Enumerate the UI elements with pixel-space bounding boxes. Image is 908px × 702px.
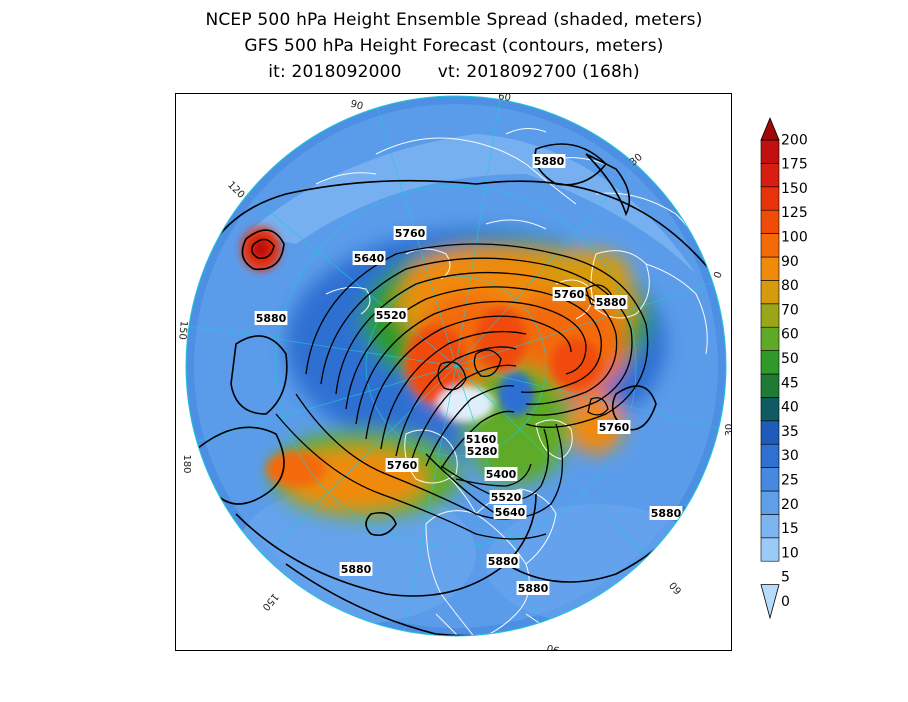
init-time: it: 2018092000 bbox=[268, 62, 402, 82]
contour-label-bg bbox=[484, 467, 518, 481]
colorbar-tick-label: 70 bbox=[781, 302, 799, 318]
colorbar-tick-label: 40 bbox=[781, 400, 799, 416]
colorbar-swatch bbox=[760, 256, 780, 281]
contour-label-bg bbox=[486, 554, 520, 568]
contour-label: 5880 bbox=[651, 507, 682, 520]
colorbar-tick-label: 175 bbox=[781, 157, 808, 173]
contour-label: 5880 bbox=[518, 582, 549, 595]
colorbar-swatch bbox=[760, 209, 780, 234]
contour-label: 5760 bbox=[554, 288, 585, 301]
contour-label: 5760 bbox=[599, 421, 630, 434]
colorbar-swatch bbox=[760, 443, 780, 468]
colorbar-swatch bbox=[760, 350, 780, 375]
contour-label: 5520 bbox=[376, 309, 407, 322]
contour-label: 5640 bbox=[354, 252, 385, 265]
colorbar-tick-label: 50 bbox=[781, 351, 799, 367]
title-line-1: NCEP 500 hPa Height Ensemble Spread (sha… bbox=[205, 10, 703, 30]
longitude-label: 150 bbox=[260, 591, 281, 613]
contour-label: 5880 bbox=[534, 155, 565, 168]
colorbar-swatch bbox=[760, 373, 780, 398]
colorbar-boxes bbox=[760, 116, 780, 620]
map-frame: 5880 5760 5640 5520 5880 5760 5880 5760 5160 5280… bbox=[175, 93, 732, 651]
colorbar-swatch bbox=[760, 537, 780, 562]
colorbar-swatch bbox=[760, 490, 780, 515]
colorbar-high-arrow bbox=[760, 116, 780, 141]
colorbar-swatch bbox=[760, 280, 780, 305]
colorbar-swatch bbox=[760, 514, 780, 539]
colorbar-swatch bbox=[760, 233, 780, 258]
contour-label-bg bbox=[464, 432, 498, 446]
contour-label: 5760 bbox=[387, 459, 418, 472]
longitude-label: 150 bbox=[176, 320, 189, 340]
contour-label-bg bbox=[339, 562, 373, 576]
colorbar-swatch bbox=[760, 163, 780, 188]
contour-label-bg bbox=[552, 287, 586, 301]
contour-label-bg bbox=[532, 154, 566, 168]
colorbar-tick-label: 45 bbox=[781, 375, 799, 391]
colorbar-tick-label: 5 bbox=[781, 570, 790, 586]
colorbar-swatch bbox=[760, 420, 780, 445]
colorbar-tick-label: 35 bbox=[781, 424, 799, 440]
map-disk-outline bbox=[185, 95, 727, 637]
longitude-label: 90 bbox=[546, 641, 561, 651]
contour-labels: 5880 5760 5640 5520 5880 5760 5880 5760 51605280… bbox=[254, 154, 683, 595]
contour-label-bg bbox=[594, 295, 628, 309]
contour-label-bg bbox=[493, 505, 527, 519]
contour-label: 5880 bbox=[596, 296, 627, 309]
colorbar-tick-label: 200 bbox=[781, 132, 808, 148]
longitude-label: 30 bbox=[724, 424, 732, 437]
colorbar-tick-label: 60 bbox=[781, 327, 799, 343]
colorbar-tick-label: 15 bbox=[781, 521, 799, 537]
colorbar-swatch bbox=[760, 303, 780, 328]
colorbar-swatch bbox=[760, 139, 780, 164]
contour-label: 5880 bbox=[488, 555, 519, 568]
contour-label-bg bbox=[649, 506, 683, 520]
contour-label: 5880 bbox=[341, 563, 372, 576]
contour-label-bg bbox=[254, 311, 288, 325]
colorbar-tick-label: 25 bbox=[781, 473, 799, 489]
longitude-label: 60 bbox=[668, 579, 685, 596]
colorbar-low-arrow bbox=[760, 584, 780, 620]
contour-label: 5760 bbox=[395, 227, 426, 240]
contour-label: 5400 bbox=[486, 468, 517, 481]
colorbar-swatch bbox=[760, 186, 780, 211]
colorbar-tick-label: 30 bbox=[781, 448, 799, 464]
title-line-3: it: 2018092000 vt: 2018092700 (168h) bbox=[0, 62, 908, 82]
contour-label-bg bbox=[516, 581, 550, 595]
colorbar-tick-label: 80 bbox=[781, 278, 799, 294]
contour-label: 5160 bbox=[466, 433, 497, 446]
contour-label: 5280 bbox=[467, 445, 498, 458]
contour-label: 5880 bbox=[256, 312, 287, 325]
contour-label-bg bbox=[489, 490, 523, 504]
contour-label-bg bbox=[352, 251, 386, 265]
height-contours bbox=[190, 143, 722, 636]
colorbar-tick-label: 10 bbox=[781, 545, 799, 561]
colorbar-tick-label: 150 bbox=[781, 181, 808, 197]
contour-label: 5640 bbox=[495, 506, 526, 519]
contour-label-bg bbox=[393, 226, 427, 240]
colorbar-tick-label: 90 bbox=[781, 254, 799, 270]
colorbar-tick-label: 125 bbox=[781, 205, 808, 221]
contour-label: 5520 bbox=[491, 491, 522, 504]
colorbar-swatch bbox=[760, 467, 780, 492]
longitude-label: 90 bbox=[349, 99, 364, 113]
contour-label-bg bbox=[465, 444, 499, 458]
longitude-label: 0 bbox=[712, 270, 725, 280]
longitude-label: 60 bbox=[497, 94, 511, 104]
colorbar-labels: 0 5 10 15 20 25 30 35 40 45 50 60 70 80 90 100 125 150 175… bbox=[781, 132, 808, 610]
polar-map: 5880 5760 5640 5520 5880 5760 5880 5760 51605280… bbox=[176, 94, 732, 651]
title-line-2: GFS 500 hPa Height Forecast (contours, m… bbox=[244, 36, 664, 56]
contour-label-bg bbox=[597, 420, 631, 434]
colorbar-tick-label: 100 bbox=[781, 230, 808, 246]
colorbar-tick-label: 20 bbox=[781, 497, 799, 513]
colorbar-swatch bbox=[760, 397, 780, 422]
contour-label-bg bbox=[385, 458, 419, 472]
colorbar-swatch bbox=[760, 326, 780, 351]
colorbar-tick-label: 0 bbox=[781, 594, 790, 610]
longitude-label: 120 bbox=[225, 180, 246, 201]
contour-label-bg bbox=[374, 308, 408, 322]
longitude-label: 180 bbox=[181, 454, 192, 473]
valid-time: vt: 2018092700 (168h) bbox=[437, 62, 640, 82]
